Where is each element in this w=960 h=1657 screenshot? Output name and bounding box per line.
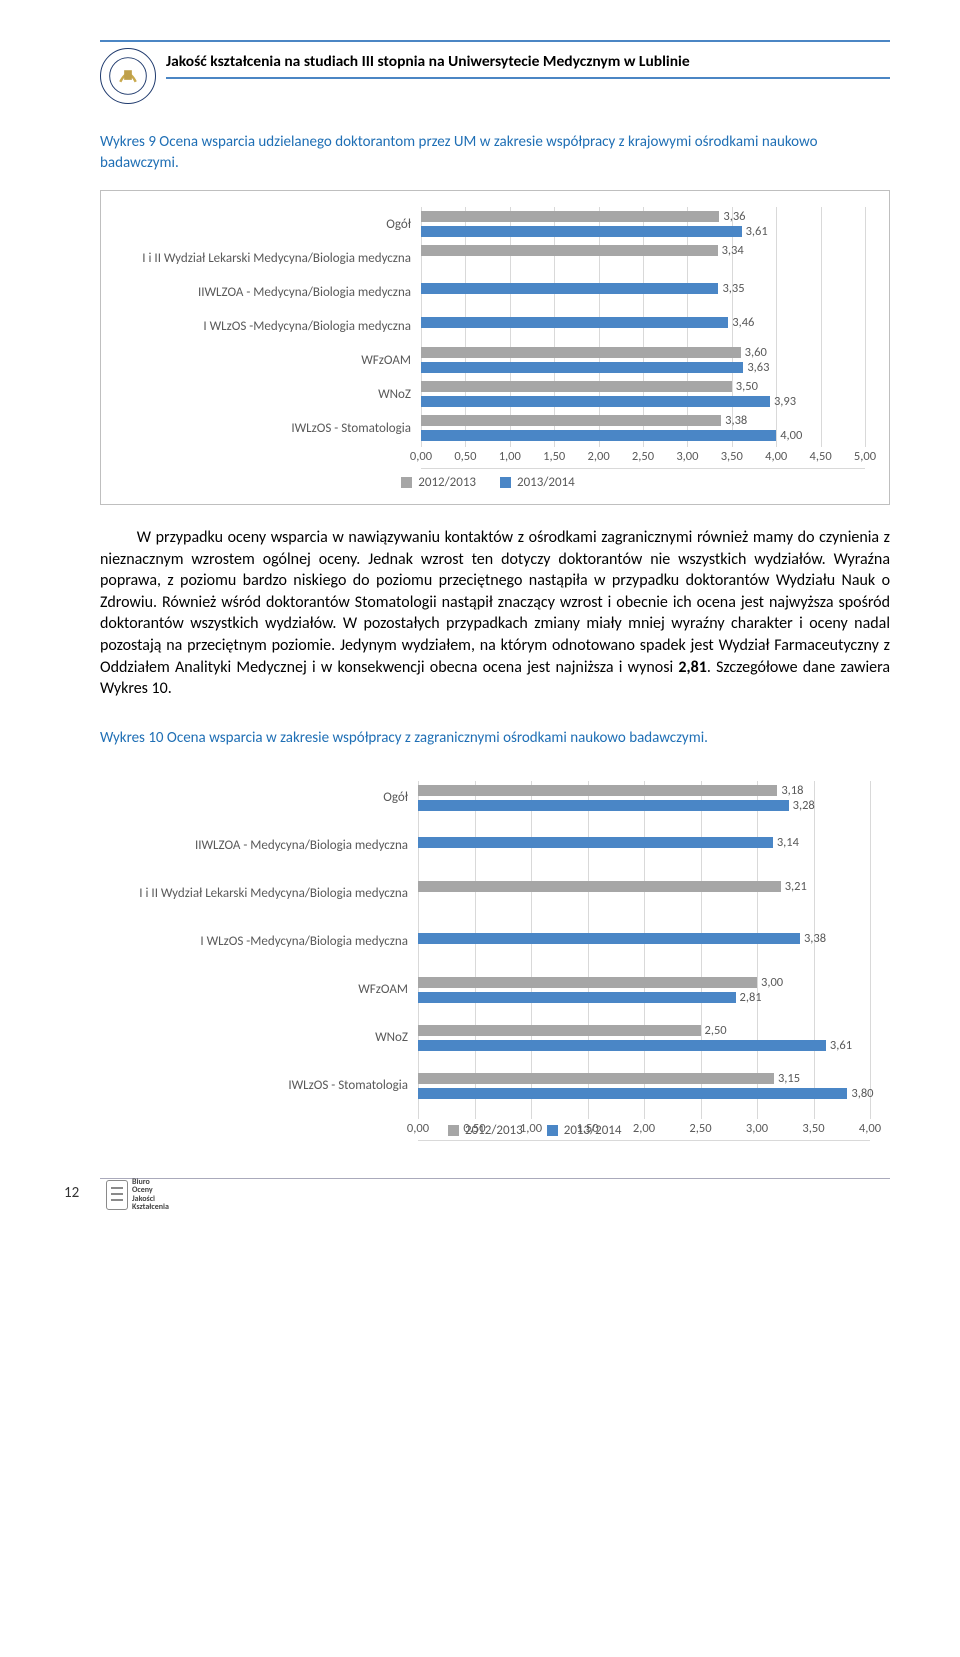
chart-category-label: Ogół [100, 783, 418, 813]
chart-bar-cell: 3,183,28 [418, 783, 870, 813]
chart-category-label: IIWLZOA - Medycyna/Biologia medyczna [111, 277, 421, 307]
chart1: Ogół 3,363,61 I i II Wydział Lekarski Me… [100, 190, 890, 505]
chart-category-label: WNoZ [100, 1023, 418, 1053]
chart-bar-cell: 3,363,61 [421, 209, 865, 239]
chart-category-label: I WLzOS -Medycyna/Biologia medyczna [111, 311, 421, 341]
chart-bar-cell: 3,14 [418, 831, 870, 861]
chart-category-label: I WLzOS -Medycyna/Biologia medyczna [100, 927, 418, 957]
legend-item: 2013/2014 [500, 475, 575, 490]
chart-bar-cell: 3,002,81 [418, 975, 870, 1005]
chart-category-label: IWLzOS - Stomatologia [111, 413, 421, 443]
chart-bar-cell: 2,503,61 [418, 1023, 870, 1053]
page-number: 12 [64, 1184, 79, 1202]
chart-bar-cell: 3,21 [418, 879, 870, 909]
chart-category-label: IWLzOS - Stomatologia [100, 1071, 418, 1101]
chart-category-label: WFzOAM [111, 345, 421, 375]
page-header: Jakość kształcenia na studiach III stopn… [100, 48, 890, 104]
page-footer: 12 Biuro Oceny Jakości Kształcenia [100, 1178, 890, 1238]
chart-category-label: WFzOAM [100, 975, 418, 1005]
biuro-logo-icon [106, 1180, 128, 1210]
chart-bar-cell: 3,603,63 [421, 345, 865, 375]
chart-legend: 2012/2013 2013/2014 [111, 475, 865, 490]
header-title: Jakość kształcenia na studiach III stopn… [166, 48, 890, 79]
chart-bar-cell: 3,38 [418, 927, 870, 957]
chart-bar-cell: 3,34 [421, 243, 865, 273]
chart-bar-cell: 3,384,00 [421, 413, 865, 443]
chart1-caption: Wykres 9 Ocena wsparcia udzielanego dokt… [100, 132, 890, 174]
biuro-logo: Biuro Oceny Jakości Kształcenia [106, 1178, 169, 1212]
chart-category-label: WNoZ [111, 379, 421, 409]
header-top-line [100, 40, 890, 42]
body-paragraph: W przypadku oceny wsparcia w nawiązywani… [100, 527, 890, 700]
chart2: Ogół 3,183,28 IIWLZOA - Medycyna/Biologi… [100, 765, 890, 1152]
chart-category-label: IIWLZOA - Medycyna/Biologia medyczna [100, 831, 418, 861]
chart-category-label: Ogół [111, 209, 421, 239]
chart-bar-cell: 3,503,93 [421, 379, 865, 409]
chart2-caption: Wykres 10 Ocena wsparcia w zakresie wspó… [100, 728, 890, 749]
chart-bar-cell: 3,35 [421, 277, 865, 307]
biuro-logo-text: Biuro Oceny Jakości Kształcenia [132, 1178, 169, 1212]
chart-bar-cell: 3,46 [421, 311, 865, 341]
chart-category-label: I i II Wydział Lekarski Medycyna/Biologi… [111, 243, 421, 273]
chart-bar-cell: 3,153,80 [418, 1071, 870, 1101]
legend-item: 2012/2013 [401, 475, 476, 490]
chart-category-label: I i II Wydział Lekarski Medycyna/Biologi… [100, 879, 418, 909]
university-logo [100, 48, 156, 104]
